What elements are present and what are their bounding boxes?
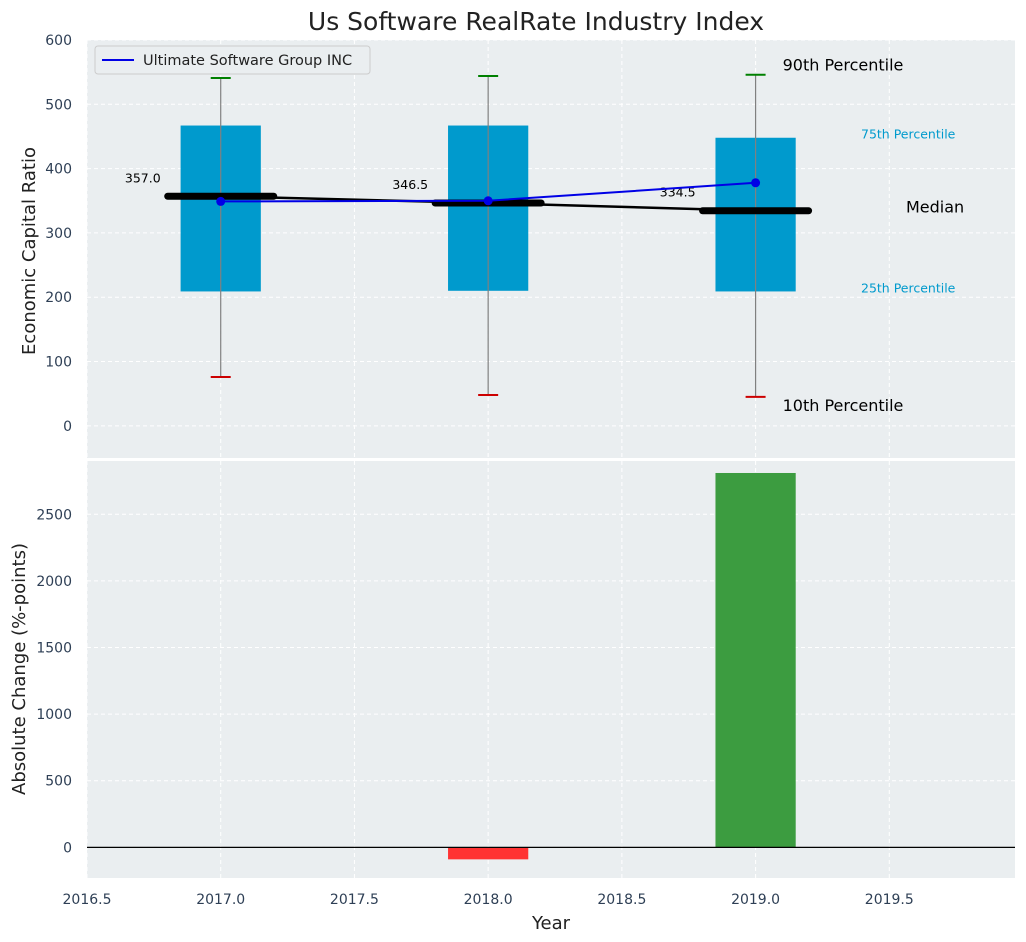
change-bar [448,847,529,860]
top-y-tick-label: 200 [45,290,72,306]
annotation-p25: 25th Percentile [861,280,956,295]
annotation-p75: 75th Percentile [861,127,956,142]
x-tick-label: 2018.0 [464,892,513,908]
annotation-p90: 90th Percentile [783,56,904,75]
x-tick-label: 2019.5 [865,892,914,908]
bottom-y-axis-label: Absolute Change (%-points) [9,543,30,795]
bottom-y-tick-label: 0 [63,840,72,856]
chart-title: Us Software RealRate Industry Index [308,7,764,36]
median-value-label: 346.5 [392,177,428,192]
legend-label: Ultimate Software Group INC [143,53,352,69]
change-bar [715,472,796,848]
top-y-tick-label: 100 [45,355,72,371]
x-axis-label: Year [531,913,571,934]
x-tick-label: 2018.5 [597,892,646,908]
top-y-tick-label: 0 [63,419,72,435]
annotation-median: Median [906,198,964,217]
bottom-y-tick-label: 500 [45,774,72,790]
bottom-y-tick-label: 2500 [36,507,72,523]
company-point [216,196,226,206]
company-point [483,196,493,206]
x-tick-label: 2016.5 [63,892,112,908]
bottom-panel: 0 500 1000 1500 2000 2500 [36,461,1015,878]
median-value-label: 357.0 [125,170,161,185]
x-tick-label: 2019.0 [731,892,780,908]
bottom-y-tick-label: 2000 [36,574,72,590]
company-point [751,178,761,188]
annotation-p10: 10th Percentile [783,396,904,415]
bottom-y-tick-label: 1500 [36,641,72,657]
x-axis: 2016.5 2017.0 2017.5 2018.0 2018.5 2019.0 2019… [63,892,914,908]
legend: Ultimate Software Group INC [94,45,371,75]
top-y-axis-label: Economic Capital Ratio [19,147,40,355]
bottom-panel-background [87,461,1015,878]
x-tick-label: 2017.5 [330,892,379,908]
x-tick-label: 2017.0 [196,892,245,908]
top-y-tick-label: 400 [45,162,72,178]
top-y-tick-label: 300 [45,226,72,242]
top-y-tick-label: 500 [45,97,72,113]
bottom-y-tick-label: 1000 [36,707,72,723]
legend-frame [94,45,371,75]
top-y-tick-label: 600 [45,33,72,49]
